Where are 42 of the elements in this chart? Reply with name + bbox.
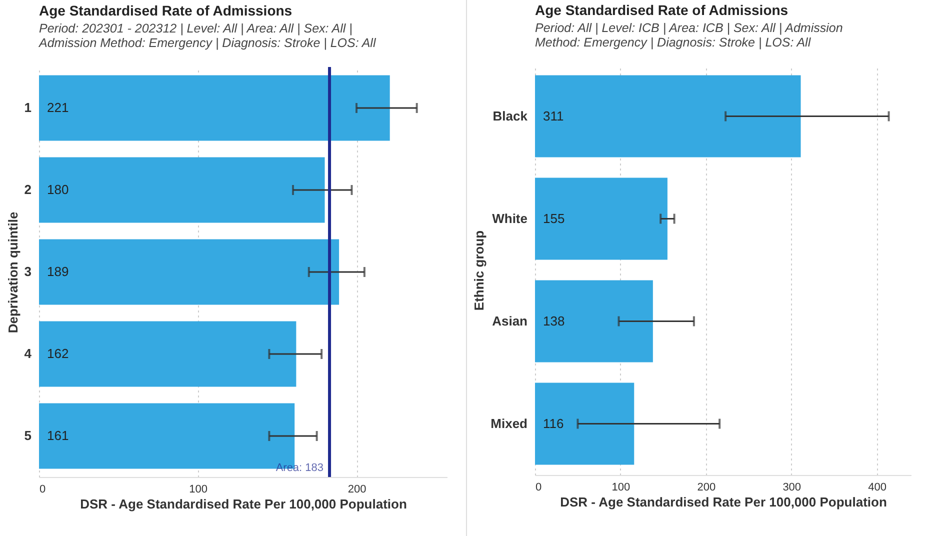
chart-subtitle: Period: 202301 - 202312 | Level: All | Area: All | Sex: All | Admission Method: Emergency | Diagnosis: Stroke | LOS: All (38, 22, 377, 50)
x-tick-label: 200 (348, 484, 366, 496)
y-tick-label: 4 (24, 346, 32, 361)
data-label: 311 (543, 108, 564, 124)
y-tick-label: 3 (24, 264, 32, 279)
bar (535, 382, 634, 465)
y-tick-label: Asian (492, 313, 528, 328)
bar (535, 178, 668, 260)
x-tick-label: 200 (697, 482, 716, 494)
y-tick-label: 1 (24, 100, 32, 115)
x-tick-label: 100 (612, 482, 630, 494)
data-label: 155 (543, 210, 565, 226)
y-tick-label: Mixed (490, 416, 528, 431)
chart-title: Age Standardised Rate of Admissions (39, 2, 292, 18)
bar (535, 75, 801, 158)
data-label: 116 (543, 416, 564, 431)
y-tick-label: 5 (24, 428, 32, 443)
data-label: 221 (47, 100, 69, 115)
x-tick-label: 0 (536, 482, 542, 494)
chart-subtitle: Period: All | Level: ICB | Area: ICB | Sex: All | Admission Method: Emergency | Diagnosis: Stroke | LOS: All (535, 21, 843, 50)
data-label: 189 (47, 264, 69, 279)
x-tick-label: 400 (868, 482, 886, 494)
x-axis-title: DSR - Age Standardised Rate Per 100,000 Population (80, 496, 407, 512)
y-axis-title: Deprivation quintile (5, 212, 20, 334)
bar (39, 239, 340, 305)
bar (39, 321, 296, 387)
data-label: 138 (543, 313, 565, 328)
x-tick-label: 300 (782, 482, 802, 494)
x-tick-label: 100 (189, 484, 208, 496)
data-label: 161 (47, 428, 69, 443)
x-tick-label: 0 (40, 484, 46, 496)
bar (39, 75, 390, 141)
y-tick-label: 2 (24, 182, 32, 197)
y-tick-label: White (492, 210, 528, 226)
y-tick-label: Black (492, 108, 528, 124)
bar (535, 280, 653, 362)
x-axis-title: DSR - Age Standardised Rate Per 100,000 Population (560, 494, 887, 510)
data-label: 162 (47, 346, 69, 361)
bar (39, 157, 325, 223)
chart-title: Age Standardised Rate of Admissions (535, 2, 788, 18)
y-axis-title: Ethnic group (472, 230, 487, 311)
data-label: 180 (47, 182, 69, 197)
